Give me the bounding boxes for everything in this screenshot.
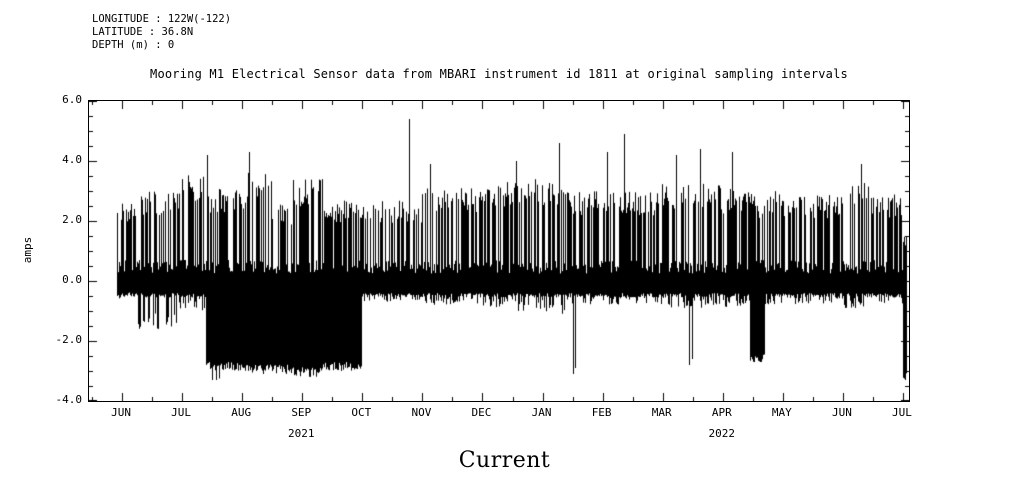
y-axis-label: amps bbox=[21, 236, 34, 264]
y-tick-label: -4.0 bbox=[55, 393, 83, 406]
y-tick-label: 2.0 bbox=[62, 213, 82, 226]
year-label-1: 2022 bbox=[708, 427, 736, 440]
x-tick-label: JUN bbox=[831, 406, 852, 419]
y-tick-label: 4.0 bbox=[62, 153, 82, 166]
longitude-label: LONGITUDE : 122W(-122) bbox=[92, 13, 232, 25]
x-tick-label: JUL bbox=[892, 406, 912, 419]
x-tick-label: JUN bbox=[111, 406, 131, 419]
chart-title: Mooring M1 Electrical Sensor data from M… bbox=[150, 67, 848, 81]
x-tick-label: JAN bbox=[531, 406, 552, 419]
latitude-label: LATITUDE : 36.8N bbox=[92, 26, 194, 38]
y-tick-label: -2.0 bbox=[55, 333, 83, 346]
x-tick-label: NOV bbox=[411, 406, 432, 419]
x-tick-label: AUG bbox=[231, 406, 252, 419]
figure-caption: Current bbox=[458, 448, 551, 473]
location-header: LONGITUDE : 122W(-122) LATITUDE : 36.8N … bbox=[92, 13, 231, 52]
x-tick-label: MAR bbox=[651, 406, 672, 419]
x-tick-label: MAY bbox=[771, 406, 792, 419]
x-tick-label: OCT bbox=[351, 406, 372, 419]
y-tick-label: 6.0 bbox=[62, 93, 82, 106]
plot-area bbox=[88, 100, 910, 402]
year-label-0: 2021 bbox=[288, 427, 315, 440]
x-tick-label: APR bbox=[711, 406, 732, 419]
x-tick-label: JUL bbox=[171, 406, 192, 419]
depth-label: DEPTH (m) : 0 bbox=[92, 39, 175, 51]
x-tick-label: SEP bbox=[291, 406, 312, 419]
x-tick-label: FEB bbox=[591, 406, 612, 419]
x-tick-label: DEC bbox=[471, 406, 492, 419]
y-tick-label: 0.0 bbox=[62, 273, 82, 286]
series-canvas bbox=[89, 101, 909, 401]
